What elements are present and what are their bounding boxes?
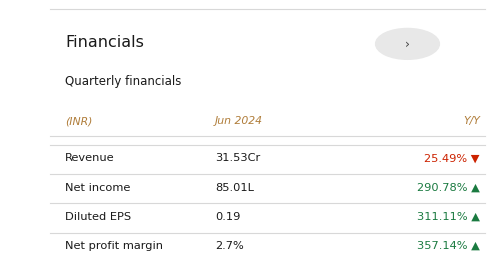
Text: ›: › [405,38,410,50]
Text: Diluted EPS: Diluted EPS [65,212,131,222]
Text: Quarterly financials: Quarterly financials [65,75,182,88]
Text: Y/Y: Y/Y [463,116,480,126]
Text: Net profit margin: Net profit margin [65,241,163,251]
Ellipse shape [376,28,440,59]
Text: 290.78% ▲: 290.78% ▲ [417,182,480,193]
Text: Jun 2024: Jun 2024 [215,116,263,126]
Text: 31.53Cr: 31.53Cr [215,153,260,163]
Text: 311.11% ▲: 311.11% ▲ [417,212,480,222]
Text: Net income: Net income [65,182,130,193]
Text: Financials: Financials [65,35,144,50]
Text: 2.7%: 2.7% [215,241,244,251]
Text: 0.19: 0.19 [215,212,240,222]
Text: Revenue: Revenue [65,153,114,163]
Text: 25.49% ▼: 25.49% ▼ [424,153,480,163]
Text: 85.01L: 85.01L [215,182,254,193]
Text: (INR): (INR) [65,116,92,126]
Text: 357.14% ▲: 357.14% ▲ [417,241,480,251]
